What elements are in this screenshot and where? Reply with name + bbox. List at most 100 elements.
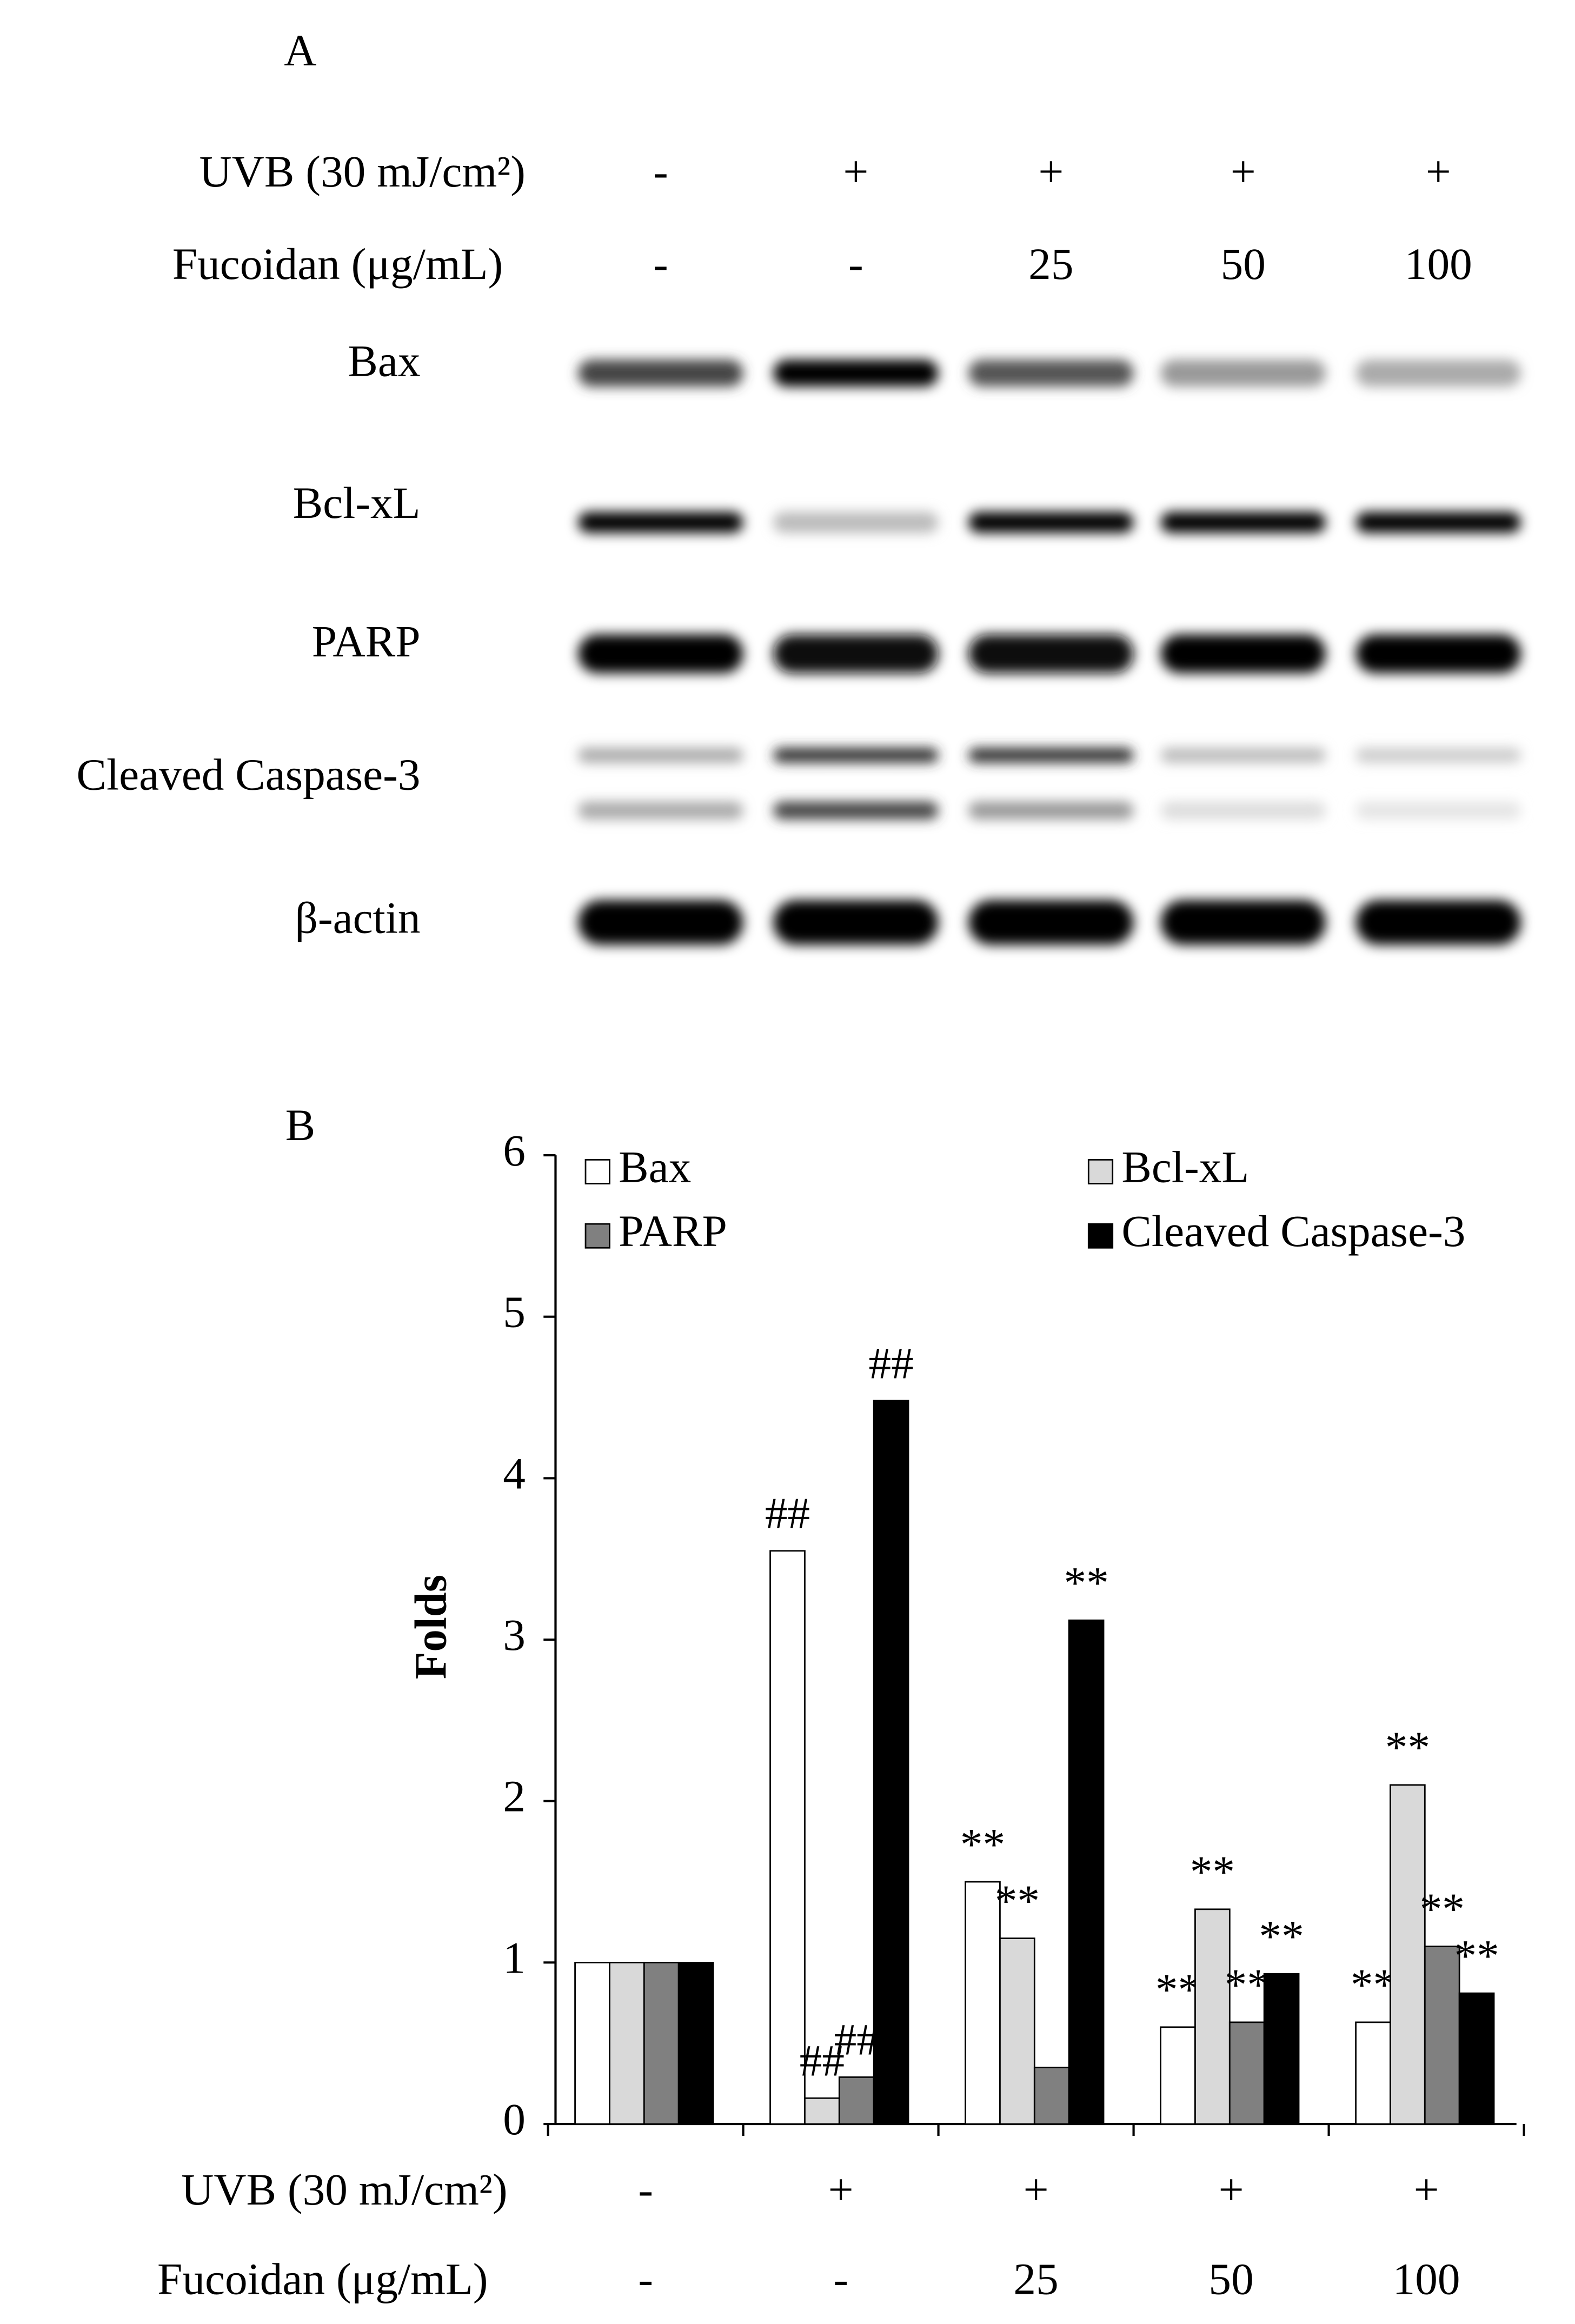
significance-label: **	[1155, 1965, 1200, 2014]
legend-label: Bax	[619, 1142, 691, 1192]
y-tick-label: 0	[503, 2094, 526, 2144]
blot-band	[968, 512, 1134, 533]
y-tick-label: 4	[503, 1449, 526, 1499]
bar	[1194, 1908, 1231, 2125]
y-tick-label: 6	[503, 1126, 526, 1175]
y-axis-label: Folds	[406, 1575, 455, 1679]
blot-band	[1160, 512, 1326, 533]
bar	[873, 1400, 909, 2125]
x-tick-label: +	[1024, 2165, 1049, 2214]
bar	[1458, 1992, 1495, 2125]
blot-band	[1160, 359, 1326, 387]
blot-band	[1355, 748, 1521, 763]
significance-label: **	[995, 1876, 1040, 1926]
bar	[1390, 1784, 1426, 2125]
x-tick-label: -	[638, 2165, 653, 2214]
blot-band	[1355, 359, 1521, 387]
blot-band	[968, 359, 1134, 387]
blot-band	[578, 900, 743, 945]
bar	[609, 1961, 645, 2125]
significance-label: ##	[765, 1488, 810, 1538]
blot-band	[968, 634, 1134, 674]
bar	[1033, 2067, 1070, 2125]
blot-band	[1160, 634, 1326, 674]
significance-label: **	[1190, 1847, 1235, 1896]
blot-row-value: +	[843, 147, 868, 196]
significance-label: ##	[868, 1339, 913, 1388]
blot-row-value: -	[848, 239, 863, 289]
bar	[1068, 1619, 1105, 2125]
x-tick-label: 100	[1393, 2254, 1460, 2304]
panel-b-label: B	[285, 1100, 316, 1150]
band-label: Bax	[348, 336, 420, 386]
band-label: PARP	[312, 617, 421, 667]
y-tick-label: 1	[503, 1933, 526, 1983]
x-tick-label: +	[828, 2165, 854, 2214]
blot-band	[578, 359, 743, 387]
x-tick-label: 50	[1208, 2254, 1253, 2304]
bar	[574, 1961, 610, 2125]
blot-band	[773, 359, 939, 387]
blot-band	[1355, 634, 1521, 674]
bar	[1160, 2026, 1196, 2125]
blot-band	[1160, 900, 1326, 945]
significance-label: **	[1351, 1960, 1395, 2009]
legend-label: Cleaved Caspase-3	[1121, 1206, 1465, 1256]
bar	[1424, 1946, 1460, 2125]
blot-band	[1160, 748, 1326, 763]
blot-row-label: UVB (30 mJ/cm²)	[200, 147, 526, 196]
blot-row-value: 100	[1405, 239, 1472, 289]
significance-label: **	[1064, 1558, 1108, 1608]
significance-label: **	[1259, 1912, 1304, 1961]
blot-band	[1355, 900, 1521, 945]
blot-band	[773, 512, 939, 533]
blot-row-value: 25	[1028, 239, 1073, 289]
significance-label: ##	[834, 2015, 879, 2065]
panel-a-label: A	[284, 25, 316, 75]
blot-band	[1355, 512, 1521, 533]
blot-row-value: -	[653, 147, 668, 196]
bar	[769, 1550, 806, 2125]
bar	[838, 2076, 875, 2125]
x-tick-label: +	[1414, 2165, 1439, 2214]
bar	[965, 1881, 1001, 2125]
blot-band	[1160, 801, 1326, 820]
legend-label: PARP	[619, 1206, 727, 1256]
band-label: β-actin	[295, 893, 421, 943]
blot-band	[578, 634, 743, 674]
blot-band	[578, 748, 743, 763]
blot-band	[773, 748, 939, 763]
legend-swatch	[584, 1158, 610, 1184]
significance-label: ##	[800, 2036, 845, 2086]
x-tick-label: 25	[1013, 2254, 1058, 2304]
x-row-label: UVB (30 mJ/cm²)	[181, 2165, 507, 2214]
legend-swatch	[1087, 1223, 1114, 1249]
blot-band	[773, 900, 939, 945]
blot-band	[578, 801, 743, 820]
bar	[677, 1961, 714, 2125]
blot-row-label: Fucoidan (μg/mL)	[172, 239, 503, 289]
blot-row-value: 50	[1221, 239, 1266, 289]
blot-row-value: +	[1231, 147, 1256, 196]
x-row-label: Fucoidan (μg/mL)	[157, 2254, 488, 2304]
x-tick-label: -	[833, 2254, 848, 2304]
bar	[1228, 2021, 1265, 2125]
blot-row-value: +	[1038, 147, 1064, 196]
significance-label: **	[1454, 1931, 1499, 1981]
blot-band	[1355, 801, 1521, 820]
blot-band	[968, 801, 1134, 820]
blot-band	[968, 748, 1134, 763]
y-tick-label: 3	[503, 1610, 526, 1660]
band-label: Bcl-xL	[293, 478, 421, 528]
bar	[1263, 1973, 1300, 2125]
legend-label: Bcl-xL	[1121, 1142, 1249, 1192]
y-tick-label: 5	[503, 1287, 526, 1337]
significance-label: **	[1420, 1884, 1465, 1934]
y-tick-label: 2	[503, 1772, 526, 1821]
legend-swatch	[584, 1223, 610, 1249]
bar	[999, 1937, 1035, 2125]
blot-row-value: +	[1426, 147, 1451, 196]
band-label: Cleaved Caspase-3	[76, 750, 420, 800]
blot-row-value: -	[653, 239, 668, 289]
